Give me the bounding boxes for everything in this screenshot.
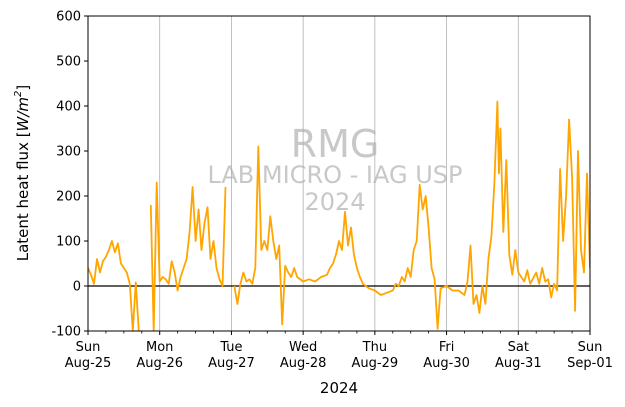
x-tick-date: Aug-28: [280, 356, 327, 371]
x-axis-label: 2024: [320, 379, 358, 397]
x-tick-day: Sun: [578, 340, 603, 355]
x-tick-date: Aug-30: [423, 356, 470, 371]
x-tick-day: Fri: [439, 340, 455, 355]
series-line-segment-1: [88, 240, 140, 331]
watermark-line-3: 2024: [304, 188, 365, 216]
watermark-line-1: RMG: [291, 122, 380, 166]
y-tick-label: 100: [56, 235, 81, 250]
series-line-segment-2: [149, 181, 227, 331]
x-tick-date: Aug-26: [136, 356, 183, 371]
y-axis-label: Latent heat flux [W/m2]: [13, 85, 32, 262]
x-axis-ticks: SunAug-25MonAug-26TueAug-27WedAug-28ThuA…: [65, 331, 613, 371]
x-tick-day: Sat: [508, 340, 529, 355]
y-tick-label: 0: [73, 280, 81, 295]
y-tick-label: 200: [56, 190, 81, 205]
x-tick-date: Aug-27: [208, 356, 255, 371]
x-tick-date: Aug-29: [352, 356, 399, 371]
y-tick-label: 500: [56, 55, 81, 70]
x-tick-day: Sun: [76, 340, 101, 355]
x-tick-date: Aug-25: [65, 356, 112, 371]
watermark-line-2: LAB MICRO - IAG USP: [207, 161, 462, 189]
x-tick-date: Sep-01: [567, 356, 613, 371]
x-tick-day: Thu: [362, 340, 387, 355]
series-line-segment-3: [233, 100, 590, 330]
x-tick-day: Tue: [219, 340, 242, 355]
y-tick-label: 300: [56, 145, 81, 160]
x-tick-day: Wed: [289, 340, 317, 355]
y-tick-label: 600: [56, 10, 81, 25]
x-tick-date: Aug-31: [495, 356, 542, 371]
y-tick-label: -100: [51, 325, 81, 340]
y-axis-ticks: -100 0 100 200 300 400 500 600: [51, 10, 88, 340]
x-tick-day: Mon: [146, 340, 173, 355]
y-tick-label: 400: [56, 100, 81, 115]
series-layer: [88, 100, 590, 331]
